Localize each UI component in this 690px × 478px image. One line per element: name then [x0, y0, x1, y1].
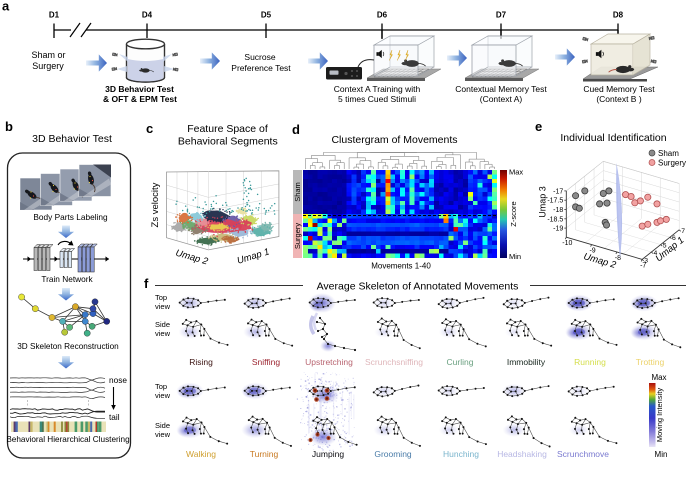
- svg-text:D6: D6: [377, 11, 388, 20]
- svg-text:Trotting: Trotting: [636, 357, 665, 367]
- svg-text:f: f: [144, 276, 149, 291]
- svg-text:-8: -8: [615, 255, 621, 262]
- svg-text:Jumping: Jumping: [312, 449, 344, 459]
- svg-text:Sham: Sham: [293, 182, 302, 202]
- svg-text:view: view: [155, 391, 171, 400]
- svg-text:Zs velocity: Zs velocity: [150, 182, 161, 227]
- svg-text:Surgery: Surgery: [658, 159, 686, 168]
- svg-text:Walking: Walking: [186, 449, 216, 459]
- svg-text:Movements 1-40: Movements 1-40: [371, 262, 431, 271]
- svg-text:Clustergram of Movements: Clustergram of Movements: [331, 134, 457, 146]
- svg-text:Hunching: Hunching: [443, 449, 479, 459]
- svg-text:Sniffing: Sniffing: [252, 357, 280, 367]
- svg-text:Side: Side: [155, 421, 170, 430]
- svg-text:-9: -9: [589, 248, 595, 255]
- svg-text:Curling: Curling: [447, 357, 474, 367]
- svg-text:Surgery: Surgery: [293, 223, 302, 250]
- svg-text:Min: Min: [655, 450, 668, 459]
- svg-text:Contextual Memory Test: Contextual Memory Test: [455, 84, 547, 94]
- svg-text:Immobility: Immobility: [507, 357, 546, 367]
- svg-text:3D Behavior Test: 3D Behavior Test: [32, 133, 112, 145]
- svg-text:view: view: [155, 302, 171, 311]
- svg-text:5 times Cued Stimuli: 5 times Cued Stimuli: [338, 94, 416, 104]
- svg-text:view: view: [155, 329, 171, 338]
- svg-text:Scrunchsniffing: Scrunchsniffing: [365, 357, 423, 367]
- svg-text:Sucrose: Sucrose: [244, 52, 275, 62]
- svg-text:D7: D7: [496, 11, 507, 20]
- svg-text:Behavioral Segments: Behavioral Segments: [178, 136, 278, 148]
- svg-text:view: view: [155, 430, 171, 439]
- svg-text:4: 4: [654, 250, 658, 257]
- svg-text:Train Network: Train Network: [41, 274, 93, 284]
- svg-text:D5: D5: [261, 11, 272, 20]
- svg-text:Top: Top: [155, 382, 167, 391]
- svg-text:-7: -7: [640, 262, 646, 269]
- svg-text:-17: -17: [553, 188, 563, 195]
- svg-text:& OFT & EPM Test: & OFT & EPM Test: [103, 94, 177, 104]
- svg-text:Moving Intensity: Moving Intensity: [655, 388, 664, 442]
- svg-text:Rising: Rising: [189, 357, 213, 367]
- svg-text:Min: Min: [509, 252, 521, 261]
- svg-text:-19: -19: [553, 226, 563, 233]
- svg-text:Average Skeleton of Annotated: Average Skeleton of Annotated Movements: [317, 281, 519, 293]
- svg-text:Grooming: Grooming: [374, 449, 412, 459]
- svg-text:Surgery: Surgery: [32, 61, 64, 71]
- svg-text:Headshaking: Headshaking: [497, 449, 547, 459]
- svg-text:Sham or: Sham or: [31, 50, 65, 60]
- svg-text:5: 5: [663, 243, 667, 250]
- svg-text:Top: Top: [155, 293, 167, 302]
- svg-text:a: a: [2, 0, 10, 14]
- svg-text:3D Behavior Test: 3D Behavior Test: [105, 84, 174, 94]
- svg-text:Scrunchmove: Scrunchmove: [557, 449, 609, 459]
- svg-text:3: 3: [644, 257, 648, 264]
- svg-text:Behavioral Hierarchical Cluste: Behavioral Hierarchical Clustering: [6, 435, 130, 444]
- svg-text:Umap 3: Umap 3: [538, 186, 548, 218]
- svg-text:d: d: [292, 122, 300, 137]
- svg-text:Cued Memory Test: Cued Memory Test: [583, 84, 655, 94]
- svg-text:Max: Max: [651, 373, 666, 382]
- svg-text:-17.5: -17.5: [547, 198, 563, 205]
- svg-text:Sham: Sham: [658, 149, 679, 158]
- svg-text:6: 6: [672, 235, 676, 242]
- svg-text:Max: Max: [509, 168, 523, 177]
- svg-text:tail: tail: [109, 412, 120, 422]
- svg-text:Preference Test: Preference Test: [231, 63, 291, 73]
- svg-text:D1: D1: [49, 11, 60, 20]
- svg-text:Body Parts Labeling: Body Parts Labeling: [33, 212, 108, 222]
- svg-text:Individual Identification: Individual Identification: [560, 132, 666, 144]
- svg-text:Turning: Turning: [250, 449, 279, 459]
- svg-text:Context A Training with: Context A Training with: [334, 84, 421, 94]
- svg-text:Feature Space of: Feature Space of: [187, 123, 268, 135]
- svg-text:Running: Running: [574, 357, 606, 367]
- svg-text:D4: D4: [142, 11, 153, 20]
- svg-text:c: c: [146, 121, 153, 136]
- svg-text:nose: nose: [109, 375, 127, 385]
- svg-text:3D Skeleton Reconstruction: 3D Skeleton Reconstruction: [17, 342, 119, 351]
- svg-text:7: 7: [681, 228, 685, 235]
- svg-text:(Context B ): (Context B ): [596, 94, 642, 104]
- svg-text:D8: D8: [613, 11, 624, 20]
- svg-text:-18.5: -18.5: [547, 216, 563, 223]
- svg-text:Side: Side: [155, 320, 170, 329]
- svg-text:b: b: [5, 119, 13, 134]
- svg-text:Upstretching: Upstretching: [305, 357, 353, 367]
- svg-text:(Context A): (Context A): [480, 94, 523, 104]
- svg-text:Z-score: Z-score: [509, 201, 518, 226]
- svg-text:e: e: [535, 119, 542, 134]
- svg-text:-10: -10: [562, 240, 572, 247]
- svg-text:-18: -18: [553, 207, 563, 214]
